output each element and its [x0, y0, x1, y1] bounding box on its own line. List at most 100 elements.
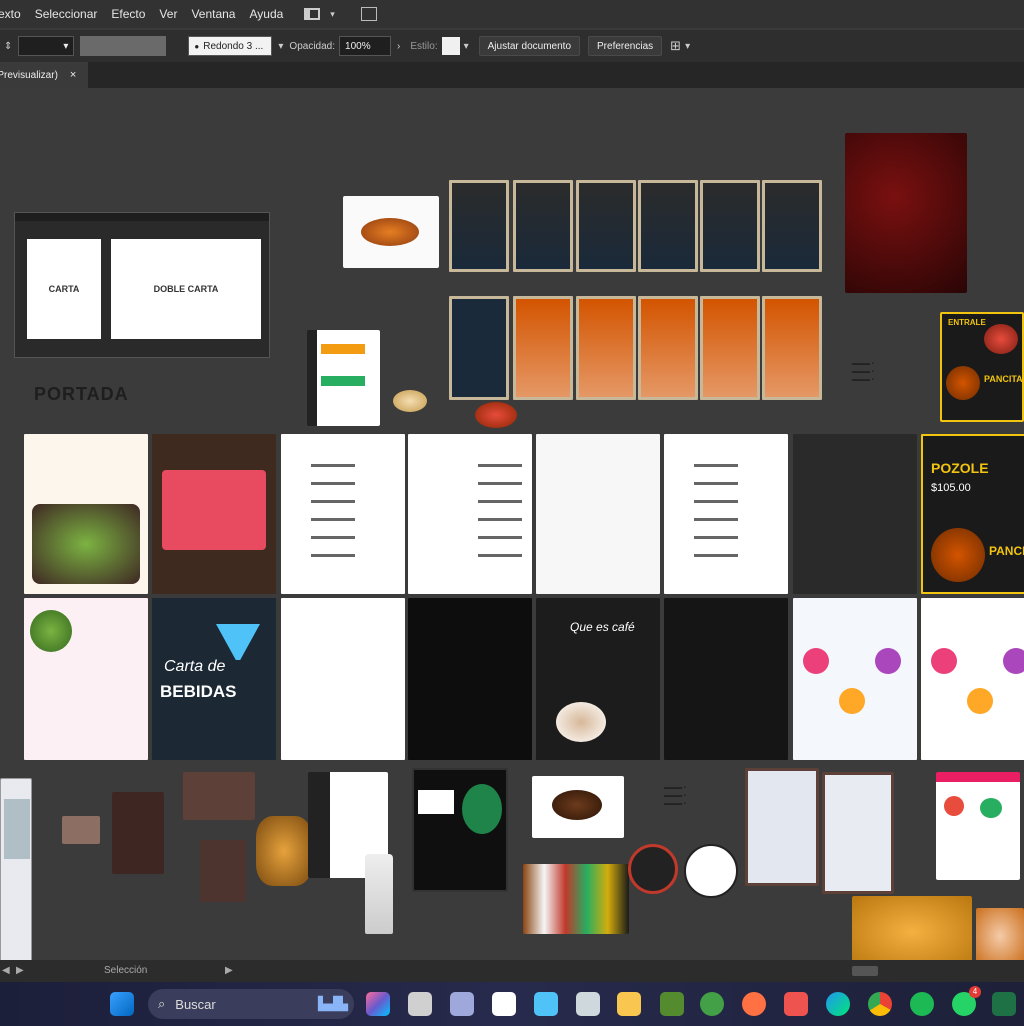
- menu-cervezas[interactable]: [408, 598, 532, 760]
- drinks-photo-1[interactable]: [183, 772, 255, 820]
- handwritten-note-1[interactable]: [745, 768, 819, 886]
- coffee-splash-image[interactable]: [532, 776, 624, 838]
- pizza-image[interactable]: [852, 896, 972, 960]
- fit-document-button[interactable]: Ajustar documento: [478, 36, 581, 56]
- stroke-weight-select[interactable]: ▾: [18, 36, 75, 56]
- menu-cover-tacos[interactable]: [24, 434, 148, 594]
- camera-icon[interactable]: [450, 992, 474, 1016]
- menu-pizzas[interactable]: [24, 598, 148, 760]
- menu-bebidas-list[interactable]: [281, 598, 405, 760]
- dish-image-small[interactable]: [393, 390, 427, 412]
- task-view-icon[interactable]: [408, 992, 432, 1016]
- excel-icon[interactable]: [992, 992, 1016, 1016]
- opacity-input[interactable]: 100%: [339, 36, 392, 56]
- chrome-icon[interactable]: [868, 992, 892, 1016]
- arrange-icon[interactable]: ⊞: [670, 38, 682, 53]
- prev-page-icon[interactable]: ◀: [2, 965, 10, 976]
- game-app-icon[interactable]: [742, 992, 766, 1016]
- menu-photo-top-2[interactable]: [513, 180, 573, 272]
- taskbar-search[interactable]: ⌕ Buscar ▙▟▙: [148, 989, 354, 1019]
- calculator-icon[interactable]: [576, 992, 600, 1016]
- menu-tortas[interactable]: [793, 434, 917, 594]
- edge-icon[interactable]: [826, 992, 850, 1016]
- copilot-icon[interactable]: [366, 992, 390, 1016]
- menu-photo-top-3[interactable]: [576, 180, 636, 272]
- vodka-bottle[interactable]: [365, 854, 393, 934]
- menu-photo-top-6[interactable]: [762, 180, 822, 272]
- style-dropdown-icon[interactable]: ▾: [463, 40, 469, 52]
- logo-white[interactable]: [684, 844, 738, 898]
- artboard-canvas[interactable]: CARTA DOBLE CARTA PORTADA ENTRALE PANCIT…: [0, 88, 1024, 960]
- status-play-icon[interactable]: ▶: [225, 965, 233, 976]
- spotify-icon[interactable]: [910, 992, 934, 1016]
- menu-ver[interactable]: Ver: [159, 7, 178, 21]
- menu-seleccionar[interactable]: Seleccionar: [34, 7, 98, 21]
- liquor-bottles[interactable]: [523, 864, 629, 934]
- soup-image-small[interactable]: [475, 402, 517, 428]
- menu-especial-postres[interactable]: [921, 598, 1024, 760]
- calendar-icon[interactable]: [492, 992, 516, 1016]
- menu-ventana[interactable]: Ventana: [191, 7, 236, 21]
- menu-efecto[interactable]: Efecto: [111, 7, 146, 21]
- pozole-promo-small[interactable]: ENTRALE PANCITA: [940, 312, 1024, 422]
- phone-screenshot[interactable]: [0, 778, 32, 960]
- menu-photo-second-3[interactable]: [576, 296, 636, 400]
- windows-start-icon[interactable]: [110, 992, 134, 1016]
- close-tab-icon[interactable]: ×: [69, 69, 77, 81]
- pozole-promo-large[interactable]: POZOLE $105.00 PANCITA: [921, 434, 1024, 594]
- artboard-doble-carta[interactable]: DOBLE CARTA: [111, 239, 261, 339]
- share-icon[interactable]: [360, 7, 377, 21]
- minecraft-icon[interactable]: [660, 992, 684, 1016]
- menu-texto[interactable]: Texto: [0, 7, 21, 21]
- artboard-carta[interactable]: CARTA: [27, 239, 101, 339]
- roblox-app-icon[interactable]: [784, 992, 808, 1016]
- pizza-image-2[interactable]: [976, 908, 1024, 960]
- stroke-stepper-icon[interactable]: ⇕: [4, 40, 13, 52]
- document-tab[interactable]: (Previsualizar) ×: [0, 62, 88, 88]
- menu-preview-small[interactable]: [307, 330, 380, 426]
- handwritten-note-2[interactable]: [822, 772, 894, 894]
- red-texture-image[interactable]: [845, 133, 967, 293]
- menu-photo-top-4[interactable]: [638, 180, 698, 272]
- green-menu-draft[interactable]: [412, 768, 508, 892]
- horizontal-scrollbar[interactable]: [852, 966, 878, 976]
- style-swatch[interactable]: [441, 37, 460, 55]
- kids-menu-preview[interactable]: [936, 772, 1020, 880]
- workspace-layout-icon[interactable]: [304, 8, 321, 20]
- preferences-button[interactable]: Preferencias: [588, 36, 663, 56]
- menu-platos[interactable]: [408, 434, 532, 594]
- menu-photo-second-5[interactable]: [700, 296, 760, 400]
- whatsapp-icon[interactable]: 4: [952, 986, 981, 1016]
- menu-photo-top-1[interactable]: [449, 180, 509, 272]
- chevron-down-icon[interactable]: ▾: [330, 8, 335, 19]
- chevron-right-icon[interactable]: ›: [397, 40, 401, 52]
- drinks-menu-draft[interactable]: [308, 772, 388, 878]
- cafe-cover[interactable]: Que es café: [536, 598, 660, 760]
- food-collage-2[interactable]: [112, 792, 164, 874]
- variable-width-swatch[interactable]: [80, 36, 167, 56]
- arrange-dropdown-icon[interactable]: ▾: [685, 40, 691, 52]
- mail-icon[interactable]: [534, 992, 558, 1016]
- menu-red-panel[interactable]: [152, 434, 276, 594]
- menu-photo-second-1[interactable]: [449, 296, 509, 400]
- drinks-photo-2[interactable]: [200, 840, 246, 902]
- menu-photo-second-4[interactable]: [638, 296, 698, 400]
- logo-red[interactable]: [628, 844, 678, 894]
- menu-hamburguesas[interactable]: [536, 434, 660, 594]
- menu-ensaladas[interactable]: [281, 434, 405, 594]
- taco-image[interactable]: [256, 816, 312, 886]
- food-bowl-image[interactable]: [343, 196, 439, 268]
- menu-photo-top-5[interactable]: [700, 180, 760, 272]
- menu-bebidas-calientes[interactable]: [664, 598, 788, 760]
- menu-ayuda[interactable]: Ayuda: [249, 7, 284, 21]
- menu-postres[interactable]: [793, 598, 917, 760]
- menu-photo-second-6[interactable]: [762, 296, 822, 400]
- bebidas-cover[interactable]: Carta de BEBIDAS: [152, 598, 276, 760]
- xbox-icon[interactable]: [700, 992, 724, 1016]
- food-collage-1[interactable]: [62, 816, 100, 844]
- menu-antojitos[interactable]: [664, 434, 788, 594]
- menu-photo-second-2[interactable]: [513, 296, 573, 400]
- next-page-icon[interactable]: ▶: [16, 965, 24, 976]
- file-explorer-icon[interactable]: [617, 992, 641, 1016]
- brush-dropdown-icon[interactable]: ▾: [278, 40, 284, 52]
